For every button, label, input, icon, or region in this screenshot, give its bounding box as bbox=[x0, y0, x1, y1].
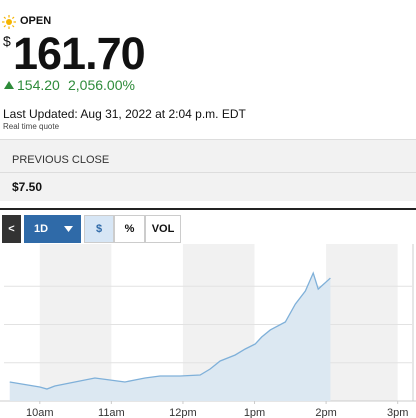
price-line bbox=[9, 271, 331, 390]
price: 161.70 bbox=[13, 28, 146, 79]
currency: $ bbox=[3, 33, 11, 49]
last-updated: Last Updated: Aug 31, 2022 at 2:04 p.m. … bbox=[3, 107, 246, 121]
range-label: 1D bbox=[34, 223, 49, 235]
back-button[interactable]: < bbox=[2, 215, 21, 243]
x-tick-label: 3pm bbox=[387, 407, 408, 418]
chart: 10am 11am 12pm 1pm 2pm 3pm bbox=[0, 244, 416, 418]
previous-close-value: $7.50 bbox=[12, 180, 43, 194]
change-percent: 2,056.00% bbox=[68, 77, 135, 93]
divider bbox=[0, 172, 416, 173]
range-select[interactable]: 1D bbox=[24, 215, 81, 243]
percent-button[interactable]: % bbox=[114, 215, 145, 243]
previous-close-label: PREVIOUS CLOSE bbox=[12, 154, 110, 166]
previous-close-box bbox=[0, 139, 416, 201]
x-tick-label: 12pm bbox=[169, 407, 197, 418]
divider bbox=[0, 208, 416, 210]
dollar-button[interactable]: $ bbox=[84, 215, 114, 243]
x-tick-label: 10am bbox=[26, 407, 54, 418]
x-tick-label: 2pm bbox=[315, 407, 336, 418]
volume-button[interactable]: VOL bbox=[145, 215, 181, 243]
dropdown-arrow bbox=[64, 226, 73, 232]
area-fill bbox=[9, 273, 331, 401]
hour-band bbox=[39, 244, 112, 401]
x-tick-label: 1pm bbox=[244, 407, 265, 418]
sun-icon bbox=[2, 15, 16, 29]
x-tick-label: 11am bbox=[98, 407, 125, 418]
change: 154.20 bbox=[17, 77, 60, 93]
quote-type: Real time quote bbox=[3, 122, 60, 131]
hour-band bbox=[326, 244, 398, 401]
up-arrow bbox=[4, 81, 14, 89]
market-status: OPEN bbox=[20, 15, 52, 27]
